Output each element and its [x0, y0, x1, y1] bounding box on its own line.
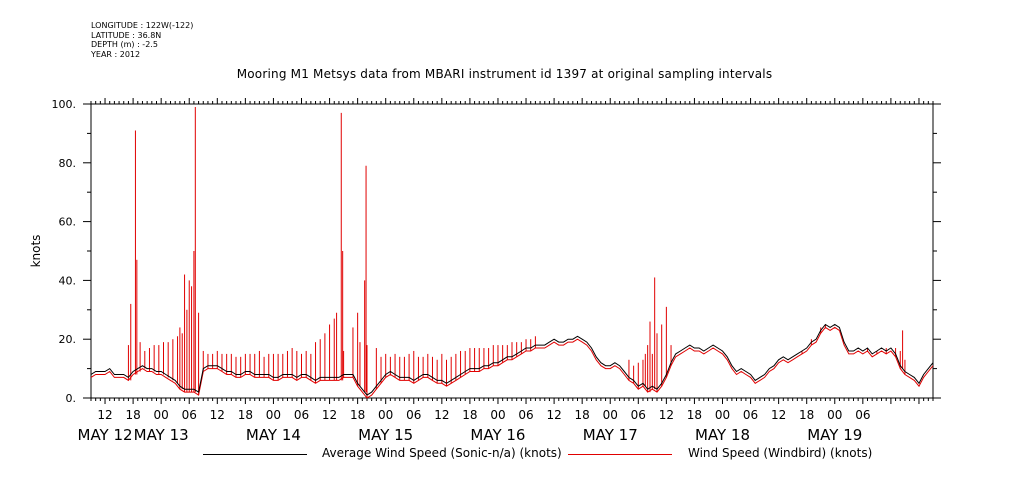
y-tick-label: 60.: [59, 216, 77, 229]
y-tick-label: 0.: [66, 392, 77, 405]
x-tick-label: 00: [715, 408, 730, 422]
x-tick-label: 06: [855, 408, 870, 422]
y-tick-label: 40.: [59, 274, 77, 287]
y-tick-label: 80.: [59, 157, 77, 170]
day-label: MAY 18: [695, 426, 750, 444]
x-tick-label: 06: [631, 408, 646, 422]
x-tick-label: 18: [575, 408, 590, 422]
x-tick-label: 00: [154, 408, 169, 422]
x-tick-label: 18: [462, 408, 477, 422]
x-tick-label: 12: [210, 408, 225, 422]
longitude-label: LONGITUDE : 122W(-122): [91, 21, 194, 30]
x-tick-label: 00: [490, 408, 505, 422]
year-label: YEAR : 2012: [91, 49, 141, 59]
day-label: MAY 16: [470, 426, 525, 444]
day-label: MAY 19: [807, 426, 862, 444]
x-tick-labels: 12 18 00 06 12 18 00 06 12 18 00 06 12 18 00 06 12 18 00 06…: [97, 408, 870, 422]
x-tick-label: 18: [350, 408, 365, 422]
x-tick-label: 18: [238, 408, 253, 422]
legend-label-average: Average Wind Speed (Sonic-n/a) (knots): [322, 446, 562, 460]
axis-ticks: [83, 98, 941, 404]
series-line-windbird: [90, 326, 934, 399]
x-tick-label: 18: [125, 408, 140, 422]
x-tick-label: 12: [434, 408, 449, 422]
series-line-average: [90, 323, 934, 396]
x-tick-label: 00: [266, 408, 281, 422]
x-tick-label: 12: [546, 408, 561, 422]
legend-swatch-average: [203, 454, 307, 455]
x-tick-label: 06: [406, 408, 421, 422]
day-label: MAY 13: [134, 426, 189, 444]
legend-label-windbird: Wind Speed (Windbird) (knots): [688, 446, 873, 460]
y-tick-labels: 0. 20. 40. 60. 80. 100.: [52, 98, 77, 405]
x-tick-label: 06: [518, 408, 533, 422]
y-tick-label: 20.: [59, 333, 77, 346]
day-label: MAY 12: [78, 426, 133, 444]
legend-swatch-windbird: [568, 454, 672, 455]
y-tick-label: 100.: [52, 98, 77, 111]
series-lines: [90, 106, 934, 399]
x-tick-label: 18: [687, 408, 702, 422]
x-tick-label: 06: [294, 408, 309, 422]
depth-label: DEPTH (m) : -2.5: [91, 40, 158, 49]
y-axis-label: knots: [29, 235, 43, 268]
x-tick-label: 12: [322, 408, 337, 422]
x-tick-label: 18: [799, 408, 814, 422]
station-metadata: LONGITUDE : 122W(-122) LATITUDE : 36.8N …: [91, 21, 193, 59]
x-tick-label: 00: [827, 408, 842, 422]
day-label: MAY 17: [583, 426, 638, 444]
x-tick-label: 00: [603, 408, 618, 422]
x-tick-label: 00: [378, 408, 393, 422]
x-tick-label: 06: [182, 408, 197, 422]
legend: Average Wind Speed (Sonic-n/a) (knots) W…: [0, 446, 1009, 464]
chart-title: Mooring M1 Metsys data from MBARI instru…: [236, 67, 773, 81]
day-label: MAY 15: [358, 426, 413, 444]
day-label: MAY 14: [246, 426, 301, 444]
x-tick-label: 12: [659, 408, 674, 422]
x-tick-label: 06: [743, 408, 758, 422]
day-labels: MAY 12 MAY 13 MAY 14 MAY 15 MAY 16 MAY 17 MAY …: [78, 426, 863, 444]
latitude-label: LATITUDE : 36.8N: [91, 30, 162, 40]
x-tick-label: 12: [771, 408, 786, 422]
x-tick-label: 12: [97, 408, 112, 422]
